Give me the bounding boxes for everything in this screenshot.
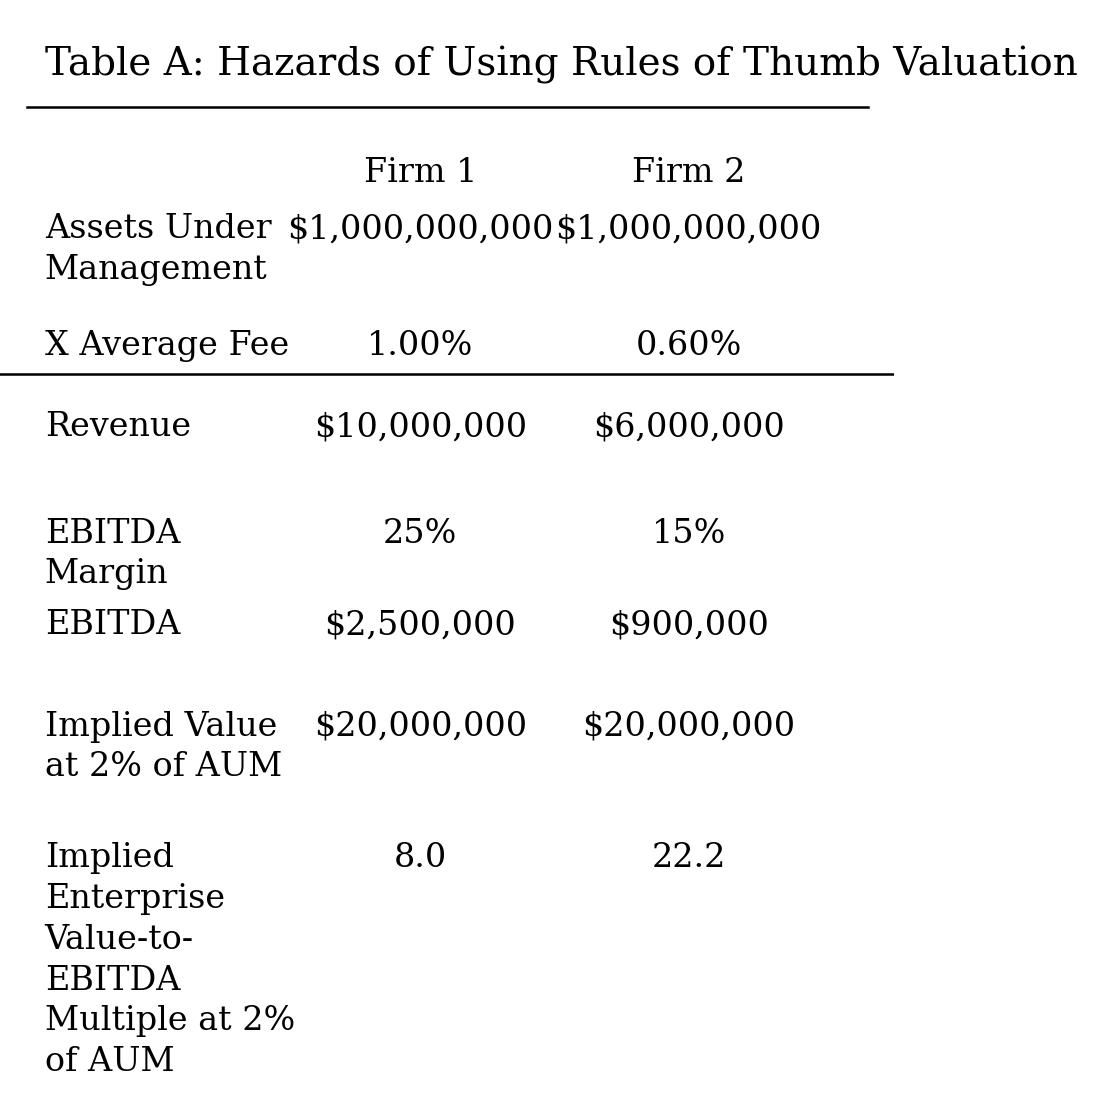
- Text: Revenue: Revenue: [44, 411, 191, 444]
- Text: $20,000,000: $20,000,000: [314, 710, 527, 742]
- Text: $900,000: $900,000: [608, 609, 768, 641]
- Text: $6,000,000: $6,000,000: [593, 411, 785, 444]
- Text: Table A: Hazards of Using Rules of Thumb Valuation: Table A: Hazards of Using Rules of Thumb…: [44, 45, 1078, 84]
- Text: 0.60%: 0.60%: [635, 330, 741, 362]
- Text: EBITDA
Margin: EBITDA Margin: [44, 518, 180, 591]
- Text: Implied Value
at 2% of AUM: Implied Value at 2% of AUM: [44, 710, 282, 783]
- Text: $10,000,000: $10,000,000: [314, 411, 527, 444]
- Text: EBITDA: EBITDA: [44, 609, 180, 641]
- Text: $20,000,000: $20,000,000: [582, 710, 795, 742]
- Text: X Average Fee: X Average Fee: [44, 330, 289, 362]
- Text: 22.2: 22.2: [652, 843, 726, 875]
- Text: Firm 1: Firm 1: [364, 157, 477, 189]
- Text: $1,000,000,000: $1,000,000,000: [555, 213, 821, 246]
- Text: Implied
Enterprise
Value-to-
EBITDA
Multiple at 2%
of AUM: Implied Enterprise Value-to- EBITDA Mult…: [44, 843, 295, 1078]
- Text: 15%: 15%: [652, 518, 726, 550]
- Text: 8.0: 8.0: [394, 843, 447, 875]
- Text: 1.00%: 1.00%: [367, 330, 474, 362]
- Text: $1,000,000,000: $1,000,000,000: [287, 213, 554, 246]
- Text: Assets Under
Management: Assets Under Management: [44, 213, 271, 286]
- Text: Firm 2: Firm 2: [632, 157, 745, 189]
- Text: 25%: 25%: [383, 518, 457, 550]
- Text: $2,500,000: $2,500,000: [324, 609, 516, 641]
